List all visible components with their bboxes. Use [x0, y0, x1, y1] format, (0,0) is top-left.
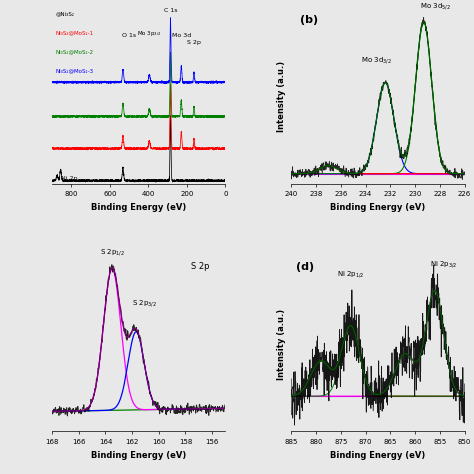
Y-axis label: Intensity (a.u.): Intensity (a.u.) — [277, 61, 286, 132]
X-axis label: Binding Energy (eV): Binding Energy (eV) — [330, 450, 426, 459]
Text: Ni 2p$_{3/2}$: Ni 2p$_{3/2}$ — [430, 259, 457, 270]
Text: (d): (d) — [296, 262, 315, 272]
X-axis label: Binding Energy (eV): Binding Energy (eV) — [91, 450, 186, 459]
Text: S 2p$_{3/2}$: S 2p$_{3/2}$ — [132, 299, 157, 309]
Y-axis label: Intensity (a.u.): Intensity (a.u.) — [277, 309, 286, 380]
Text: S 2p$_{1/2}$: S 2p$_{1/2}$ — [100, 247, 125, 258]
Text: O 1s: O 1s — [122, 33, 137, 38]
Text: Mo 3d$_{5/2}$: Mo 3d$_{5/2}$ — [420, 1, 451, 12]
Text: S 2p: S 2p — [187, 40, 201, 45]
Text: Mo 3p$_{3/2}$: Mo 3p$_{3/2}$ — [137, 30, 162, 38]
Text: Ni₃S₂@MoS₂-1: Ni₃S₂@MoS₂-1 — [55, 30, 94, 36]
Text: Ni₃S₂@MoS₂-3: Ni₃S₂@MoS₂-3 — [55, 69, 94, 74]
Text: @Ni₃S₂: @Ni₃S₂ — [55, 11, 74, 16]
Text: (b): (b) — [300, 15, 318, 25]
Text: Mo 3d: Mo 3d — [172, 33, 191, 38]
Text: Ni₃S₂@MoS₂-2: Ni₃S₂@MoS₂-2 — [55, 50, 94, 55]
Text: S 2p: S 2p — [191, 262, 209, 271]
Text: C 1s: C 1s — [164, 8, 177, 13]
X-axis label: Binding Energy (eV): Binding Energy (eV) — [91, 203, 186, 212]
Text: Ni 2p$_{1/2}$: Ni 2p$_{1/2}$ — [337, 270, 365, 280]
X-axis label: Binding Energy (eV): Binding Energy (eV) — [330, 203, 426, 212]
Text: Ni 2p: Ni 2p — [61, 175, 77, 181]
Text: Mo 3d$_{3/2}$: Mo 3d$_{3/2}$ — [361, 56, 392, 66]
